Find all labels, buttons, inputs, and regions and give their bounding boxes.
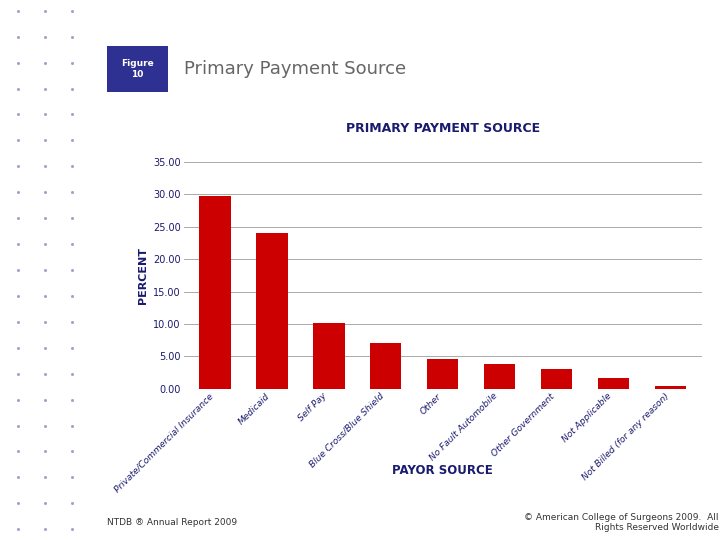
Y-axis label: PERCENT: PERCENT — [138, 247, 148, 304]
Text: NTDB ® Annual Report 2009: NTDB ® Annual Report 2009 — [107, 518, 237, 527]
Bar — [313, 323, 345, 389]
Text: PAYOR SOURCE: PAYOR SOURCE — [392, 464, 493, 477]
Bar — [598, 379, 629, 389]
Bar — [370, 343, 402, 389]
Bar — [484, 364, 516, 389]
Bar — [655, 386, 686, 389]
Bar — [199, 195, 230, 389]
Text: PRIMARY PAYMENT SOURCE: PRIMARY PAYMENT SOURCE — [346, 122, 540, 135]
Bar — [427, 359, 459, 389]
FancyBboxPatch shape — [104, 44, 170, 93]
Bar — [256, 233, 287, 389]
Bar — [541, 369, 572, 389]
Text: Primary Payment Source: Primary Payment Source — [184, 60, 406, 78]
Text: © American College of Surgeons 2009.  All
Rights Reserved Worldwide: © American College of Surgeons 2009. All… — [524, 513, 719, 532]
Text: Figure
10: Figure 10 — [121, 59, 153, 78]
